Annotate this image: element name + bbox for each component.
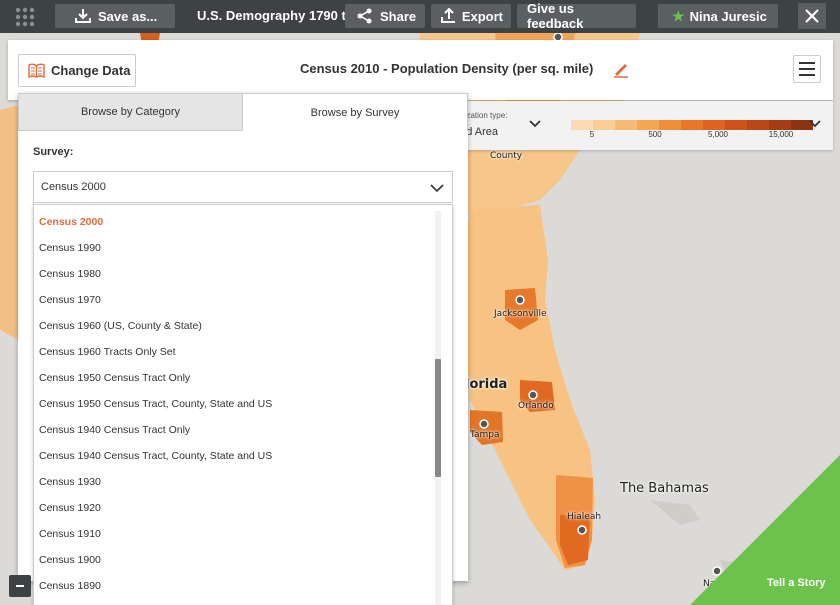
survey-option[interactable]: Census 1980	[39, 268, 101, 280]
legend-swatch	[615, 120, 637, 130]
export-label: Export	[461, 8, 503, 24]
visualization-type-label: ualization type:	[454, 111, 508, 120]
menu-icon-bar	[799, 62, 815, 64]
change-data-label: Change Data	[51, 63, 131, 78]
survey-option[interactable]: Census 1970	[39, 294, 101, 306]
survey-option[interactable]: Census 1940 Census Tract, County, State …	[39, 450, 273, 462]
map-label-na: Na	[703, 579, 716, 589]
feedback-label: Give us feedback	[527, 1, 584, 31]
legend-tick: 5,000	[707, 130, 729, 139]
share-label: Share	[380, 8, 417, 24]
survey-options: Census 2000 Census 1990 Census 1980 Census …	[34, 209, 434, 599]
menu-icon-bar	[799, 68, 815, 70]
save-as-label: Save as...	[98, 8, 158, 24]
pencil-icon[interactable]	[612, 60, 630, 78]
menu-icon-bar	[799, 74, 815, 76]
project-title[interactable]: U.S. Demography 1790 to	[197, 8, 347, 23]
survey-option[interactable]: Census 1910	[39, 528, 101, 540]
export-button[interactable]: Export	[431, 4, 511, 28]
map-label-county: County	[490, 151, 523, 161]
close-icon	[805, 9, 819, 23]
legend-swatch	[747, 120, 769, 130]
map-label-bahamas: The Bahamas	[620, 481, 709, 496]
map-header: Change Data Census 2010 - Population Den…	[8, 40, 833, 100]
survey-option[interactable]: Census 1950 Census Tract Only	[39, 372, 191, 384]
legend-tick: 15,000	[768, 130, 794, 139]
map-label-jacksonville: Jacksonville	[494, 309, 547, 319]
collapse-panel-button[interactable]	[9, 575, 31, 597]
legend-swatch	[769, 120, 791, 130]
chevron-down-icon	[430, 184, 444, 193]
survey-option[interactable]: Census 1930	[39, 476, 101, 488]
map-label-orlando: Orlando	[518, 401, 554, 411]
survey-option[interactable]: Census 1960 Tracts Only Set	[39, 346, 176, 358]
legend-swatch	[681, 120, 703, 130]
tell-a-story-label[interactable]: Tell a Story	[767, 577, 826, 589]
legend-tick: 5	[589, 130, 595, 139]
survey-option[interactable]: Census 1900	[39, 554, 101, 566]
survey-option[interactable]: Census 1950 Census Tract, County, State …	[39, 398, 273, 410]
legend-swatch	[659, 120, 681, 130]
user-name: Nina Juresic	[689, 8, 767, 24]
legend-swatch	[637, 120, 659, 130]
share-icon	[357, 8, 372, 24]
change-data-button[interactable]: Change Data	[18, 54, 136, 87]
survey-option[interactable]: Census 1940 Census Tract Only	[39, 424, 191, 436]
legend-swatch	[703, 120, 725, 130]
legend-swatch	[725, 120, 747, 130]
legend-swatch	[791, 120, 813, 130]
legend-bar: ualization type: ded Area 5 500 5,000 15…	[440, 101, 833, 150]
map-label-florida: lorida	[465, 377, 508, 392]
survey-select-value: Census 2000	[41, 181, 106, 193]
book-icon	[28, 63, 45, 78]
apps-grid-icon[interactable]	[15, 7, 35, 27]
hamburger-menu-button[interactable]	[793, 55, 821, 83]
share-button[interactable]: Share	[345, 4, 425, 28]
survey-option[interactable]: Census 2000	[39, 216, 104, 228]
survey-option[interactable]: Census 1960 (US, County & State)	[39, 320, 202, 332]
survey-option[interactable]: Census 1920	[39, 502, 101, 514]
tab-browse-by-category[interactable]: Browse by Category	[18, 93, 243, 131]
legend-tick: 500	[648, 130, 662, 139]
scrollbar-thumb[interactable]	[435, 359, 441, 477]
survey-dropdown-list[interactable]: Census 2000 Census 1990 Census 1980 Census …	[33, 204, 453, 605]
survey-option[interactable]: Census 1890	[39, 580, 101, 592]
chevron-down-icon[interactable]	[528, 117, 542, 131]
map-label-hialeah: Hialeah	[567, 512, 602, 522]
survey-select[interactable]: Census 2000	[33, 171, 453, 203]
chevron-down-icon[interactable]	[808, 117, 822, 131]
download-icon	[75, 9, 91, 23]
legend-swatch	[571, 120, 593, 130]
tab-browse-by-survey[interactable]: Browse by Survey	[243, 93, 468, 131]
top-toolbar: Save as... U.S. Demography 1790 to Share…	[0, 0, 840, 33]
legend-color-scale	[571, 120, 813, 130]
export-icon	[441, 8, 455, 23]
minus-icon	[16, 585, 24, 587]
user-account-button[interactable]: ★ Nina Juresic	[658, 4, 778, 28]
star-icon: ★	[672, 7, 685, 24]
map-label-tampa: Tampa	[470, 430, 500, 440]
close-button[interactable]	[798, 3, 826, 29]
survey-option[interactable]: Census 1990	[39, 242, 101, 254]
tell-a-story-corner[interactable]	[690, 455, 840, 605]
save-as-button[interactable]: Save as...	[55, 4, 175, 28]
feedback-button[interactable]: Give us feedback	[517, 1, 636, 31]
map-title[interactable]: Census 2010 - Population Density (per sq…	[300, 61, 594, 76]
legend-swatch	[593, 120, 615, 130]
survey-label: Survey:	[33, 146, 74, 158]
